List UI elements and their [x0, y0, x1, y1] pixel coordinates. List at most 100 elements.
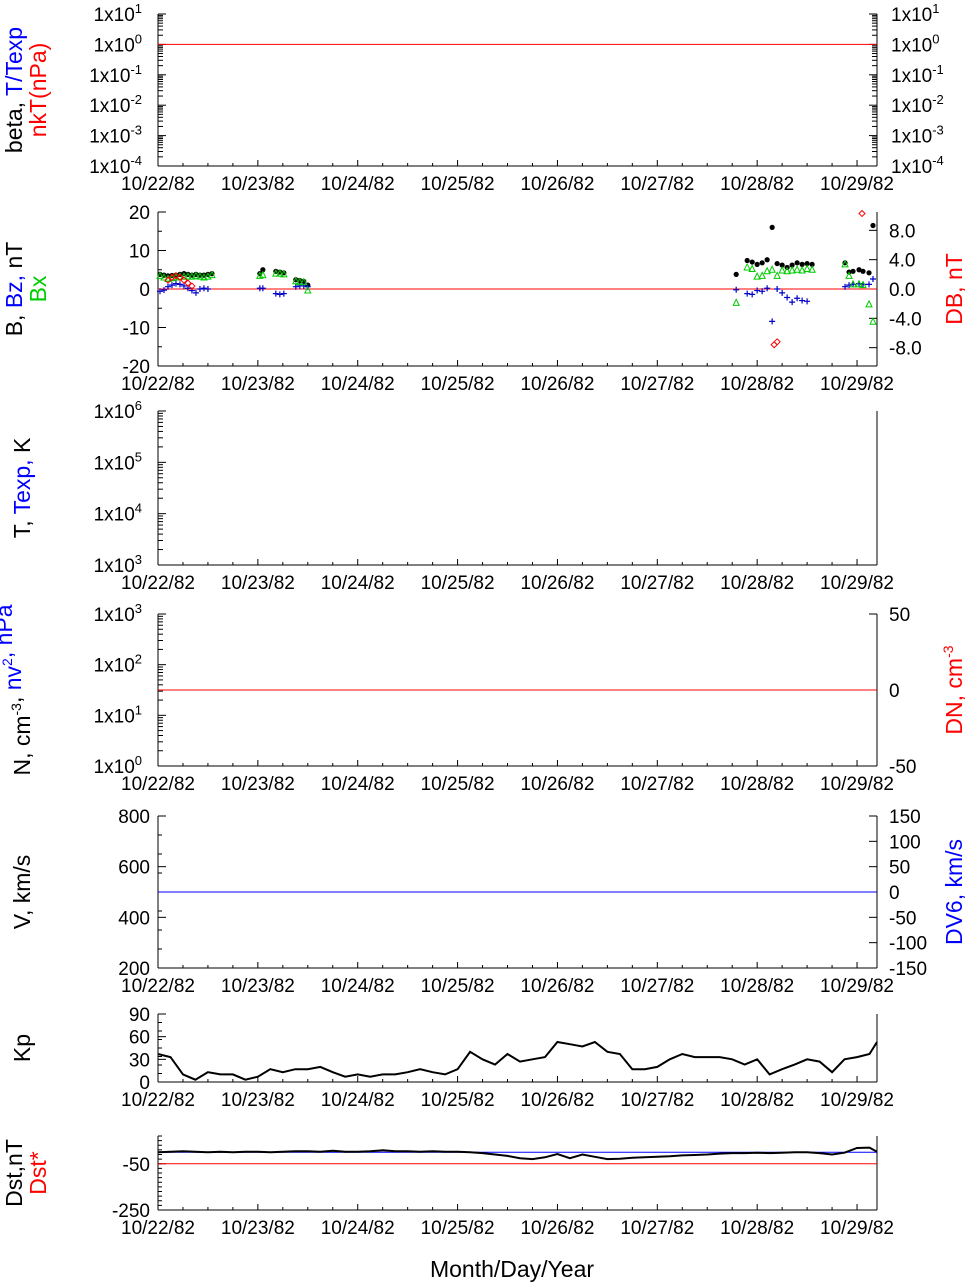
y-axis-label: N, cm-3, nv2, nPa [0, 604, 35, 775]
x-tick-label: 10/24/82 [321, 374, 395, 395]
x-tick-label: 10/22/82 [121, 1218, 195, 1239]
x-tick-label: 10/28/82 [720, 374, 794, 395]
point-Bz [870, 275, 877, 282]
x-tick-label: 10/29/82 [820, 774, 894, 795]
point-B [850, 268, 856, 274]
point-B [733, 271, 739, 277]
point-Bx [291, 276, 300, 285]
point-Bz [789, 299, 796, 306]
x-tick-label: 10/25/82 [421, 774, 495, 795]
right-axis-label: DN, cm-3 [940, 645, 967, 734]
right-tick-label: -50 [889, 908, 916, 929]
x-tick-label: 10/29/82 [820, 976, 894, 997]
point-Bz [744, 290, 751, 297]
x-tick-label: 10/27/82 [620, 1218, 694, 1239]
y-tick-label: -20 [123, 357, 150, 378]
x-tick-label: 10/29/82 [820, 174, 894, 195]
point-Bx [788, 265, 796, 274]
y-tick-label-right: 1x10-4 [891, 153, 944, 178]
point-Bx [758, 271, 766, 279]
point-Bx [156, 271, 164, 279]
point-Bx [732, 298, 741, 306]
point-B [789, 262, 795, 268]
point-Bx [803, 264, 811, 272]
x-tick-label: 10/23/82 [221, 573, 295, 594]
right-axis-label: DB, nT [941, 253, 967, 325]
right-tick-label: 100 [889, 832, 921, 853]
point-Bz [754, 287, 761, 294]
point-Bx [798, 265, 806, 274]
point-DB [858, 209, 866, 218]
point-Bz [196, 286, 203, 292]
y-axis-label-2: nkT(nPa) [25, 43, 51, 138]
x-tick-label: 10/26/82 [520, 774, 594, 795]
point-B [301, 278, 307, 284]
x-tick-label: 10/23/82 [221, 174, 295, 195]
x-tick-label: 10/25/82 [421, 1218, 495, 1239]
x-tick-label: 10/22/82 [121, 774, 195, 795]
x-tick-label: 10/23/82 [221, 976, 295, 997]
point-DB [188, 282, 196, 290]
x-tick-label: 10/28/82 [720, 1090, 794, 1111]
point-Bz [164, 283, 171, 290]
point-Bx [773, 271, 781, 279]
x-tick-label: 10/29/82 [820, 1090, 894, 1111]
y-tick-label-right: 1x10-3 [891, 123, 944, 148]
x-tick-label: 10/28/82 [720, 976, 794, 997]
point-Bx [272, 268, 280, 277]
y-axis-label: beta, T/Texp [1, 27, 27, 153]
point-Bz [192, 289, 199, 296]
right-tick-label: -50 [889, 757, 916, 778]
point-B [809, 261, 815, 267]
point-B [764, 257, 770, 263]
x-tick-label: 10/22/82 [121, 976, 195, 997]
y-tick-label: 1x102 [94, 652, 142, 677]
right-tick-label: 0 [889, 681, 900, 702]
point-Bz [180, 282, 187, 289]
point-Bx [303, 285, 312, 294]
right-tick-label: 50 [889, 858, 910, 879]
right-axis-label: DV6, km/s [941, 839, 967, 945]
point-Bx [196, 272, 204, 280]
x-tick-label: 10/27/82 [620, 174, 694, 195]
point-Bz [168, 282, 175, 289]
y-tick-label: 800 [118, 807, 150, 828]
y-tick-label: 20 [129, 203, 150, 224]
x-tick-label: 10/26/82 [520, 976, 594, 997]
panel-kp: 10/22/82 10/23/82 10/24/82 10/25/82 10/26/82… [9, 1005, 894, 1111]
point-Bx [778, 265, 786, 274]
point-B [769, 224, 775, 230]
point-Bx [808, 265, 816, 273]
point-Bx [276, 268, 284, 277]
point-DB [172, 272, 180, 280]
y-tick-label: 1x100 [94, 31, 142, 56]
y-axis-label: B, Bz, nT [1, 242, 27, 337]
x-tick-label: 10/24/82 [321, 174, 395, 195]
point-Bx [295, 277, 304, 286]
point-DB [164, 276, 172, 284]
y-axis-label: V, km/s [9, 855, 35, 930]
y-tick-label: 600 [118, 858, 150, 879]
y-tick-label: 1x105 [94, 449, 142, 474]
right-tick-label: 4.0 [889, 251, 915, 272]
point-Bz [272, 290, 279, 297]
y-tick-label: 1x100 [94, 753, 142, 778]
point-Bx [188, 272, 196, 280]
point-B [774, 260, 780, 267]
x-tick-label: 10/24/82 [321, 774, 395, 795]
x-tick-label: 10/23/82 [221, 1218, 295, 1239]
point-Bx [743, 262, 751, 271]
x-tick-label: 10/27/82 [620, 1090, 694, 1111]
y-axis-label-2: Bx [25, 275, 51, 302]
y-tick-label: 1x101 [94, 702, 142, 727]
point-Bx [768, 265, 776, 273]
panel-beta: 10/22/82 10/23/82 10/24/82 10/25/82 10/26/82… [1, 1, 944, 195]
point-Bx [783, 266, 791, 275]
point-Bx [259, 270, 267, 279]
panel-dst: 10/22/82 10/23/82 10/24/82 10/25/82 10/26/82… [1, 1135, 894, 1239]
point-B [804, 260, 810, 267]
x-tick-label: 10/25/82 [421, 976, 495, 997]
x-tick-label: 10/24/82 [321, 1218, 395, 1239]
y-tick-label: 0 [139, 1073, 150, 1094]
panel-density: 10/22/82 10/23/82 10/24/82 10/25/82 10/26/82… [0, 601, 967, 795]
